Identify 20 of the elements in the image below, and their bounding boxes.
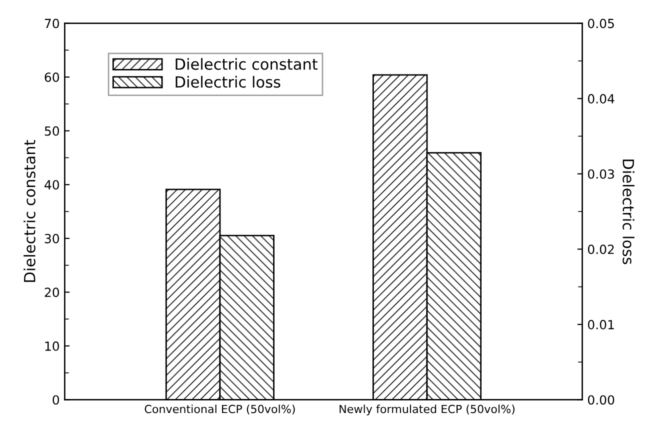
x-tick-label: Newly formulated ECP (50vol%) [340, 404, 515, 416]
legend-label: Dielectric constant [176, 58, 318, 70]
y-tick-label: 10 [45, 341, 60, 351]
y2-tick-label: 0.05 [588, 18, 614, 28]
y-tick-label: 50 [44, 126, 60, 136]
legend-label: Dielectric loss [176, 76, 280, 88]
y-tick-label: 0 [52, 395, 60, 405]
y-tick-label: 70 [44, 18, 60, 28]
y2-tick-label: 0.02 [588, 244, 614, 254]
y-tick-label: 30 [44, 234, 60, 244]
y2-tick-label: 0.03 [588, 169, 614, 179]
y2-axis-title: Dielectric loss [622, 160, 634, 264]
y-axis-title: Dielectric constant [24, 140, 36, 282]
y2-tick-label: 0.01 [588, 320, 614, 330]
y2-tick-label: 0.00 [588, 395, 614, 405]
y-tick-label: 60 [44, 72, 60, 82]
x-tick-label: Conventional ECP (50vol%) [144, 404, 295, 415]
y-tick-label: 20 [44, 288, 60, 298]
y2-tick-label: 0.04 [588, 94, 614, 104]
y-tick-label: 40 [44, 180, 60, 190]
